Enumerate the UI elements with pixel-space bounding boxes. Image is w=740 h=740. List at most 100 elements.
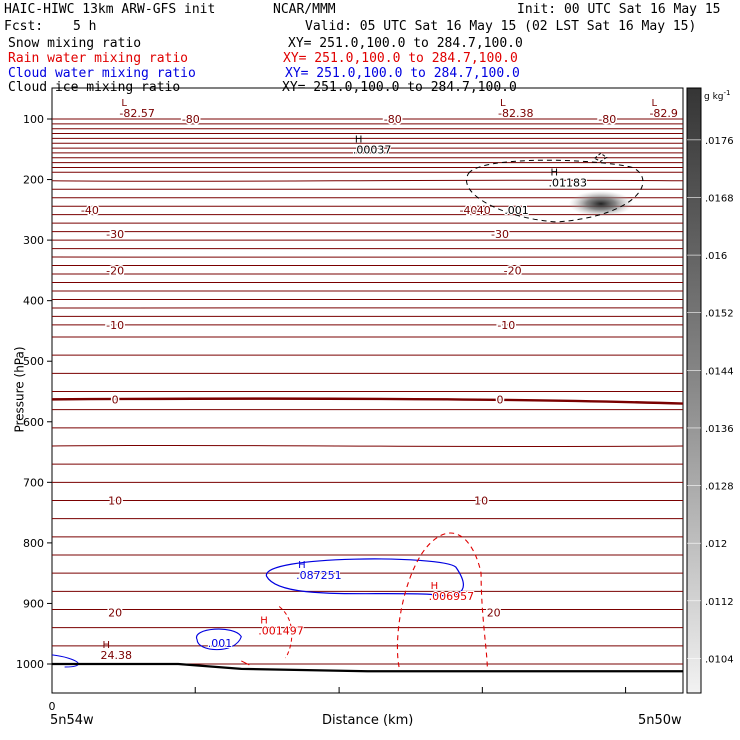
extremum-marker: L	[651, 98, 657, 109]
y-tick-label: 100	[23, 113, 44, 126]
temperature-contour-line	[51, 166, 684, 169]
y-tick-label: 300	[23, 234, 44, 247]
temperature-contour-label: -80	[598, 113, 616, 126]
colorbar-label: .0112	[705, 597, 734, 608]
colorbar	[686, 87, 702, 694]
temperature-contour-line	[51, 142, 684, 145]
rain-contour-small	[278, 606, 293, 659]
y-tick-label: 1000	[16, 658, 44, 671]
extremum-value-label: -82.38	[498, 107, 533, 120]
cloud-ice-shading	[568, 190, 633, 217]
y-tick-label: 800	[23, 537, 44, 550]
temperature-contour-line	[51, 536, 684, 538]
init-time: Init: 00 UTC Sat 16 May 15	[517, 2, 721, 17]
temperature-contour-label: -10	[106, 319, 124, 332]
forecast-label: Fcst:	[4, 19, 44, 34]
y-tick-label: 700	[23, 476, 44, 489]
temperature-contour-label: -30	[106, 228, 124, 241]
colorbar-label: .016	[705, 251, 727, 262]
temperature-contour-line	[51, 306, 684, 309]
temperature-contour-line	[51, 554, 684, 556]
colorbar-unit-exponent: -1	[723, 89, 731, 97]
temperature-contour-line	[51, 137, 684, 140]
temperature-contour-line	[51, 517, 684, 520]
valid-time: Valid: 05 UTC Sat 16 May 15 (02 LST Sat …	[305, 19, 697, 34]
y-tick-label: 400	[23, 295, 44, 308]
extremum-marker: H	[260, 616, 268, 627]
colorbar-label: .0136	[705, 424, 734, 435]
organization-label: NCAR/MMM	[273, 2, 336, 17]
temperature-contour-line	[51, 239, 684, 242]
plot-frame	[51, 87, 684, 694]
temperature-contour-label: 10	[108, 495, 122, 508]
cloud-water-contour-small	[196, 628, 242, 651]
colorbar-label: .0168	[705, 193, 734, 204]
temperature-contour-line	[51, 590, 684, 593]
temperature-contour-line	[51, 323, 684, 326]
temperature-contour-line	[51, 608, 684, 611]
temperature-contour-line	[51, 247, 684, 250]
temperature-contour-line	[51, 372, 684, 375]
colorbar-label: .0144	[705, 366, 734, 377]
temperature-contour-line	[51, 354, 684, 357]
temperature-contour-line	[51, 336, 684, 338]
colorbar-unit-base: g kg	[704, 92, 724, 102]
extremum-value-label: .01183	[548, 177, 587, 190]
extremum-value-label: -82.57	[119, 107, 154, 120]
extremum-value-label: 24.38	[100, 649, 132, 662]
y-tick-label: 200	[23, 174, 44, 187]
temperature-contour-line	[51, 289, 684, 293]
plot-title: HAIC-HIWC 13km ARW-GFS init	[4, 2, 216, 17]
field-cloudwater-xy: XY= 251.0,100.0 to 284.7,100.0	[285, 66, 520, 81]
field-rain-name: Rain water mixing ratio	[8, 51, 189, 66]
field-cloudwater-name: Cloud water mixing ratio	[8, 66, 196, 81]
colorbar-label: .0176	[705, 136, 734, 147]
extremum-marker: H	[550, 168, 558, 179]
temperature-contour-label: -40	[459, 204, 477, 217]
cloud-water-contour	[265, 558, 464, 597]
colorbar-label: .0128	[705, 482, 734, 493]
temperature-contour-line	[51, 152, 684, 154]
temperature-contour-line	[51, 644, 684, 647]
temperature-contour-line	[51, 222, 684, 224]
temperature-contour-label: 20	[487, 607, 501, 620]
field-snow-xy: XY= 251.0,100.0 to 284.7,100.0	[288, 36, 523, 51]
x-end-label-left: 5n54w	[50, 713, 94, 728]
x-end-label-right: 5n50w	[638, 713, 682, 728]
extremum-marker: H	[298, 560, 306, 571]
extremum-value-label: .006957	[429, 590, 475, 603]
temperature-contour-label: -40	[81, 204, 99, 217]
colorbar-label: .0104	[705, 654, 734, 665]
cloud-water-contour-edge	[51, 654, 79, 668]
temperature-contour-line	[51, 444, 684, 448]
temperature-contour-line	[51, 256, 684, 259]
rain-contour	[396, 532, 488, 671]
temperature-contour-line	[51, 213, 684, 216]
temperature-contour-label: -10	[497, 319, 515, 332]
temperature-contour-line	[51, 132, 684, 135]
temperature-contour-label: -20	[106, 264, 124, 277]
x-axis-label: Distance (km)	[322, 713, 414, 728]
extremum-marker: L	[121, 98, 127, 109]
temperature-contour-label: 10	[474, 495, 488, 508]
rain-contour-fragment	[241, 660, 250, 666]
extremum-marker: L	[500, 98, 506, 109]
extremum-value-label: -40	[473, 204, 491, 217]
temperature-contour-label: -20	[504, 264, 522, 277]
temperature-contour-line	[51, 156, 684, 159]
extremum-value-label: .001	[208, 637, 233, 650]
x-tick-label: 0	[49, 700, 56, 713]
temperature-contour-line	[51, 179, 684, 182]
temperature-contour-label: -30	[491, 228, 509, 241]
y-tick-label: 500	[23, 355, 44, 368]
extremum-marker: H	[431, 581, 439, 592]
y-tick-label: 900	[23, 597, 44, 610]
temperature-contour-line	[51, 147, 684, 149]
extremum-value-label: -82.9	[649, 107, 677, 120]
temperature-contour-line	[51, 408, 684, 411]
colorbar-unit: g kg-1	[704, 86, 730, 105]
forecast-hours: 5 h	[73, 19, 97, 34]
zero-degree-contour	[51, 397, 684, 405]
extremum-value-label: .00037	[353, 143, 392, 156]
extremum-value-label: .001	[504, 204, 529, 217]
